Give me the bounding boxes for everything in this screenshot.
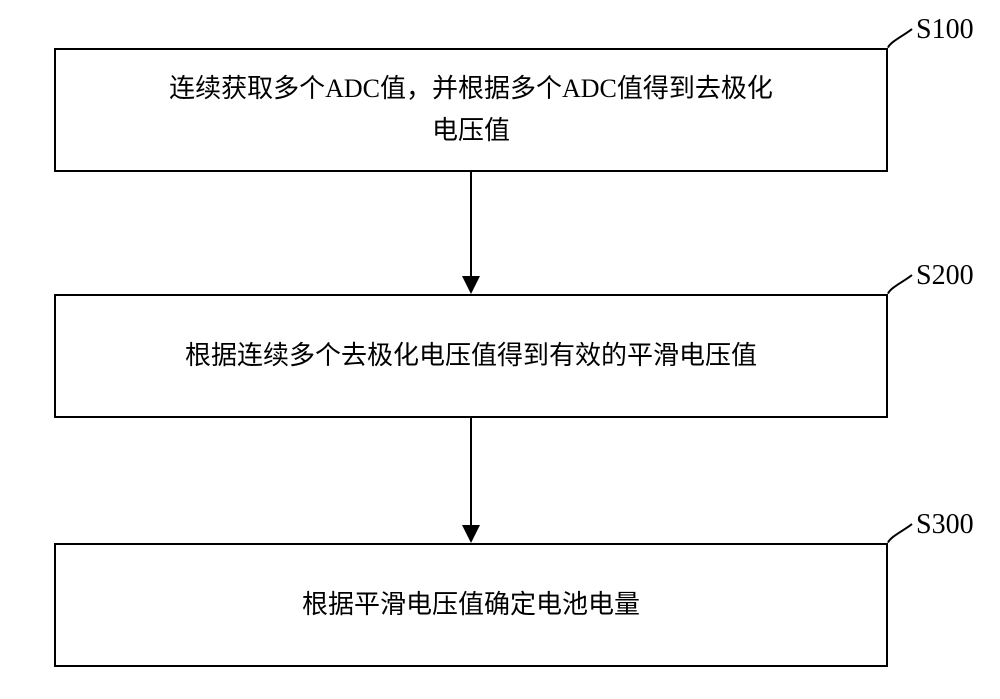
arrow-head-icon (462, 525, 480, 543)
flowchart-box-text: 连续获取多个ADC值，并根据多个ADC值得到去极化电压值 (169, 68, 773, 151)
flowchart-box-s200: 根据连续多个去极化电压值得到有效的平滑电压值 (54, 294, 888, 418)
flowchart-box-text: 根据平滑电压值确定电池电量 (302, 584, 640, 626)
flowchart-box-text: 根据连续多个去极化电压值得到有效的平滑电压值 (185, 335, 757, 377)
step-label-s200: S200 (916, 260, 974, 292)
label-connector-s300 (884, 520, 916, 547)
arrow-line-1 (470, 418, 473, 525)
flowchart-box-s100: 连续获取多个ADC值，并根据多个ADC值得到去极化电压值 (54, 48, 888, 172)
label-connector-s200 (884, 271, 916, 298)
arrow-line-0 (470, 172, 473, 276)
flowchart-box-s300: 根据平滑电压值确定电池电量 (54, 543, 888, 667)
label-connector-s100 (884, 25, 916, 52)
arrow-head-icon (462, 276, 480, 294)
step-label-s100: S100 (916, 14, 974, 46)
step-label-s300: S300 (916, 509, 974, 541)
flowchart-canvas: 连续获取多个ADC值，并根据多个ADC值得到去极化电压值 S100 根据连续多个去极… (0, 0, 1000, 699)
